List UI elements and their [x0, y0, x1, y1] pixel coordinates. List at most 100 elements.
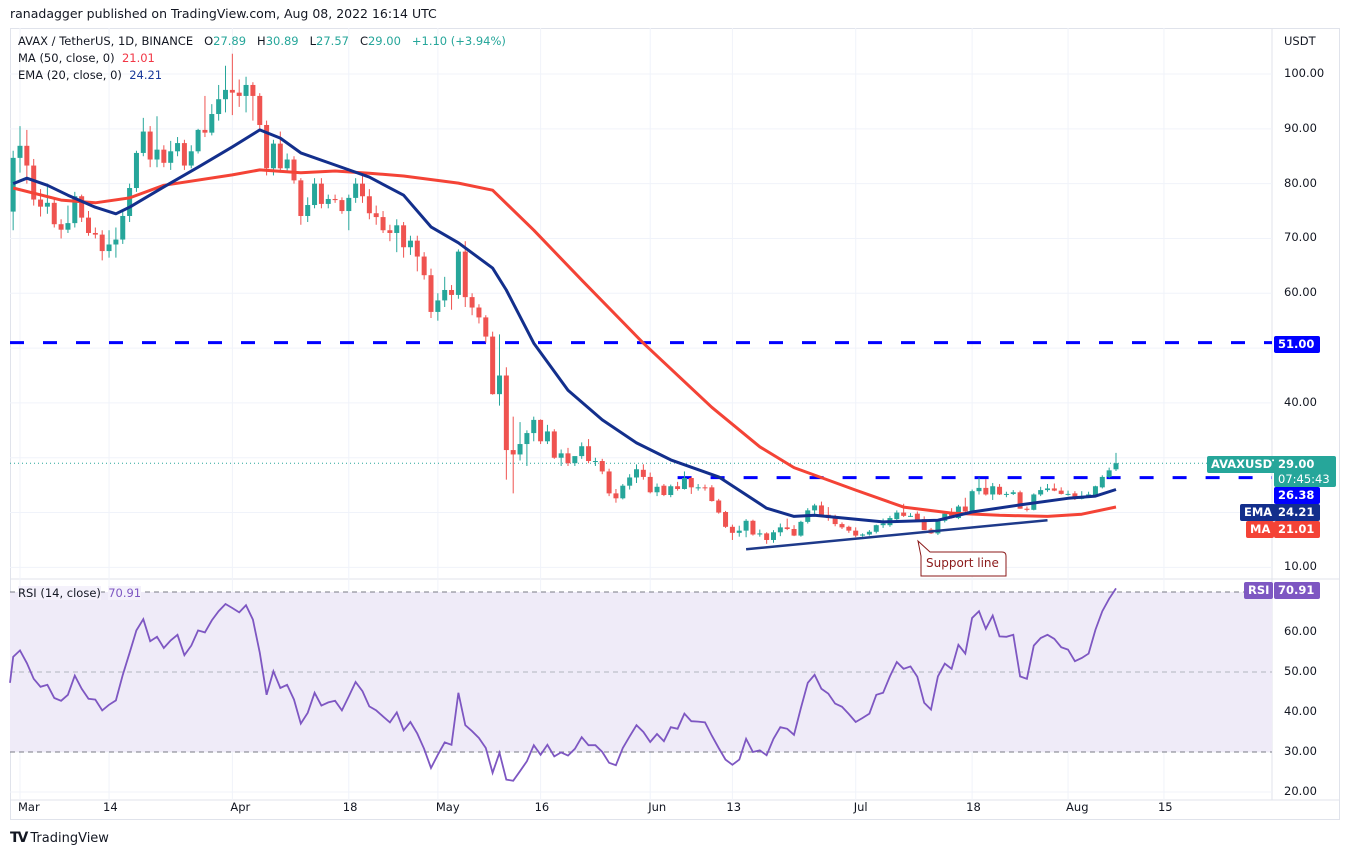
candle — [291, 156, 297, 184]
candle-body — [401, 225, 407, 248]
candle-body — [709, 487, 715, 502]
open-value: 27.89 — [213, 34, 247, 48]
candle-body — [17, 145, 23, 158]
candle — [524, 430, 530, 466]
candle-body — [764, 533, 770, 540]
candle — [312, 178, 318, 209]
rsi-tick-label: 20.00 — [1284, 784, 1317, 798]
price-tick-label: 10.00 — [1284, 559, 1317, 574]
candle-body — [353, 183, 359, 198]
candle — [983, 479, 989, 496]
candle — [1010, 490, 1016, 496]
candle-body — [839, 524, 845, 528]
rsi-legend-label: RSI (14, close) — [18, 586, 101, 600]
brand-name[interactable]: TradingView — [30, 830, 109, 846]
candle-body — [524, 433, 530, 445]
price-tick-label: 90.00 — [1284, 120, 1317, 135]
rsi-legend[interactable]: RSI (14, close) 70.91 — [18, 586, 142, 600]
candle-body — [538, 419, 544, 442]
candle — [161, 145, 167, 168]
candles — [10, 53, 1119, 544]
candle-body — [435, 300, 441, 312]
candle-body — [72, 196, 78, 224]
candle-body — [51, 202, 57, 225]
candle — [750, 519, 756, 536]
candle — [305, 197, 311, 223]
ema-legend-label: EMA (20, close, 0) — [18, 68, 122, 82]
candle — [106, 230, 112, 258]
candle-body — [188, 151, 194, 166]
candle — [935, 519, 941, 536]
price-tick-label: 100.00 — [1284, 66, 1325, 80]
candle-body — [901, 512, 907, 516]
candle-body — [832, 518, 838, 525]
candle-body — [784, 527, 790, 530]
ema-20-line — [12, 128, 1117, 524]
candle — [640, 464, 646, 480]
price-tick-label: 80.00 — [1284, 175, 1317, 190]
candle — [716, 498, 722, 514]
candle — [44, 183, 50, 214]
annotations — [745, 518, 1048, 577]
candle — [243, 76, 249, 113]
candle-body — [305, 205, 311, 216]
candle-body — [490, 336, 496, 395]
resistance-badge: 51.00 — [1274, 336, 1320, 353]
candle — [435, 293, 441, 321]
publish-info: ranadagger published on TradingView.com,… — [10, 6, 437, 21]
candle — [1106, 467, 1112, 479]
candle — [428, 268, 434, 318]
candle — [339, 197, 345, 214]
candle — [195, 128, 201, 154]
candle — [839, 522, 845, 530]
candle-body — [346, 197, 352, 212]
candle-body — [202, 129, 208, 133]
candle — [236, 79, 242, 107]
candle — [586, 439, 592, 464]
candle — [442, 276, 448, 307]
candle — [572, 456, 578, 466]
candle-body — [175, 143, 181, 152]
candle-body — [462, 251, 468, 298]
candle-body — [962, 506, 968, 512]
ema-legend-value: 24.21 — [129, 68, 163, 82]
candle-body — [771, 532, 776, 540]
candle — [688, 476, 694, 494]
currency-label: USDT — [1284, 34, 1316, 48]
candle-body — [949, 512, 955, 519]
candle — [757, 529, 763, 537]
candle-body — [442, 289, 448, 301]
symbol-title[interactable]: AVAX / TetherUS, 1D, BINANCE — [18, 34, 194, 48]
candle — [264, 120, 270, 176]
candle-body — [853, 530, 859, 536]
support-line-annotation[interactable]: Support line — [926, 556, 999, 570]
candle — [449, 285, 455, 310]
candle — [894, 510, 900, 521]
candle-body — [969, 491, 975, 512]
candle-body — [688, 478, 694, 488]
close-label: C — [359, 34, 368, 48]
candle — [997, 484, 1003, 496]
candle — [17, 126, 23, 173]
candle — [962, 497, 968, 513]
candle-body — [79, 196, 85, 218]
candle-body — [750, 520, 756, 535]
candle — [284, 153, 290, 173]
candle-body — [510, 450, 516, 455]
candle-body — [880, 523, 886, 526]
candle-body — [599, 461, 605, 472]
candle-body — [517, 444, 523, 455]
candle-body — [366, 196, 372, 214]
candle — [517, 422, 523, 461]
time-tick-label: 13 — [726, 800, 742, 814]
ma-legend[interactable]: MA (50, close, 0) 21.01 — [18, 51, 155, 65]
ema-legend[interactable]: EMA (20, close, 0) 24.21 — [18, 68, 162, 82]
candle-body — [106, 244, 112, 252]
candle — [681, 471, 687, 490]
candle-body — [168, 151, 174, 163]
candle-body — [161, 149, 167, 163]
candle-body — [791, 529, 797, 536]
candle-body — [976, 487, 982, 492]
candle-body — [723, 512, 729, 527]
